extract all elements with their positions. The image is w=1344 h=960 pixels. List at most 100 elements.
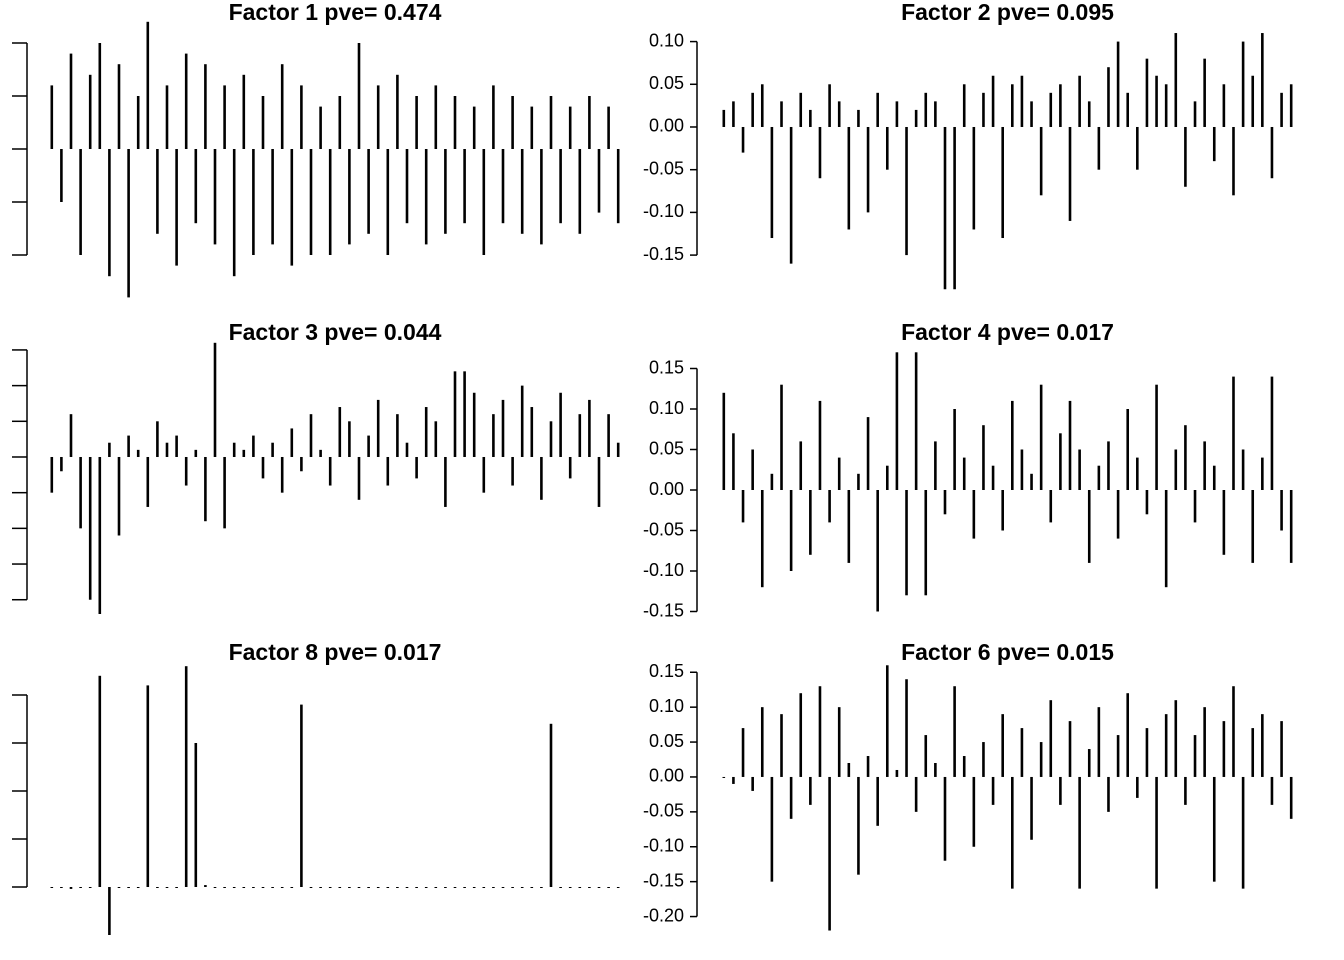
- bar: [885, 126, 889, 170]
- bar: [1030, 101, 1033, 127]
- bar: [1241, 449, 1245, 490]
- bar: [1126, 693, 1130, 777]
- bar: [760, 490, 764, 588]
- bar: [741, 126, 745, 153]
- bar: [1232, 376, 1235, 490]
- bar: [242, 74, 246, 149]
- bar: [348, 887, 351, 888]
- bar: [1049, 700, 1053, 777]
- bar: [1078, 449, 1081, 490]
- bar: [520, 149, 524, 234]
- panel-title: Factor 1 pve= 0.474: [229, 0, 442, 25]
- y-tick-label: 0.05: [649, 438, 684, 458]
- panel-title: Factor 6 pve= 0.015: [901, 639, 1114, 665]
- bar: [1039, 384, 1043, 490]
- bar: [1270, 776, 1274, 805]
- bar: [492, 85, 495, 149]
- bar: [885, 665, 889, 777]
- bar: [252, 435, 255, 457]
- bar: [568, 887, 572, 888]
- bar: [962, 84, 966, 127]
- bar: [530, 106, 534, 149]
- bar: [1261, 714, 1264, 777]
- bar: [1087, 490, 1091, 563]
- bar: [597, 149, 601, 213]
- bar: [1001, 714, 1004, 777]
- bar: [146, 685, 150, 887]
- bar: [1030, 473, 1033, 490]
- bar: [1011, 400, 1014, 490]
- bar: [780, 101, 783, 127]
- bar: [905, 490, 908, 596]
- bar: [511, 887, 514, 888]
- bar: [424, 887, 428, 888]
- bar: [789, 490, 793, 571]
- bar: [1078, 75, 1081, 127]
- bar: [770, 776, 774, 882]
- bar: [568, 106, 572, 149]
- bar: [530, 887, 534, 888]
- bar: [972, 126, 976, 230]
- bar: [376, 887, 380, 888]
- bar: [108, 442, 111, 457]
- bar: [242, 887, 246, 888]
- bar: [501, 149, 505, 224]
- bar: [434, 421, 438, 457]
- panel-title: Factor 2 pve= 0.095: [901, 0, 1114, 25]
- bar: [1068, 126, 1072, 221]
- bar: [338, 887, 342, 888]
- bar: [223, 456, 226, 529]
- bar: [760, 84, 764, 127]
- bar: [223, 85, 226, 149]
- bar: [905, 679, 908, 777]
- bar: [108, 149, 111, 277]
- bar: [1164, 490, 1168, 588]
- bar: [799, 92, 803, 127]
- bar: [338, 407, 342, 457]
- bar: [1174, 700, 1178, 777]
- bar: [1107, 441, 1110, 490]
- bar: [828, 776, 831, 931]
- bar: [213, 149, 217, 245]
- bar: [472, 887, 476, 888]
- bar: [520, 385, 524, 457]
- y-tick-label: -0.15: [643, 600, 684, 620]
- bar: [1136, 457, 1139, 490]
- bar: [261, 96, 265, 149]
- bar: [1155, 776, 1158, 889]
- bar: [751, 449, 754, 490]
- bar: [396, 74, 399, 149]
- bar: [1020, 728, 1024, 777]
- bar: [290, 149, 294, 266]
- bar: [741, 728, 745, 777]
- bar: [1184, 776, 1187, 805]
- bar: [780, 714, 783, 777]
- bar: [924, 92, 928, 127]
- bar: [607, 887, 610, 888]
- bar: [213, 887, 217, 888]
- bar: [895, 769, 899, 777]
- bar: [357, 456, 361, 500]
- bar: [751, 92, 754, 127]
- bar: [501, 887, 505, 888]
- bar: [857, 109, 860, 127]
- bar: [463, 149, 466, 224]
- bar: [866, 756, 870, 777]
- bar: [1145, 58, 1149, 127]
- bar: [1145, 728, 1149, 777]
- bar: [367, 887, 370, 888]
- bar: [386, 456, 390, 486]
- bar: [88, 456, 92, 600]
- bar: [60, 887, 63, 888]
- bar: [732, 433, 735, 490]
- y-tick-label: -0.15: [643, 244, 684, 264]
- bar: [866, 126, 870, 213]
- panel-title: Factor 3 pve= 0.044: [229, 319, 442, 345]
- bar: [88, 74, 92, 149]
- bar: [1011, 776, 1014, 889]
- bar: [1212, 776, 1216, 882]
- y-tick-label: 0.05: [649, 731, 684, 751]
- bar: [924, 735, 928, 777]
- bar: [405, 887, 409, 888]
- bar: [204, 885, 207, 887]
